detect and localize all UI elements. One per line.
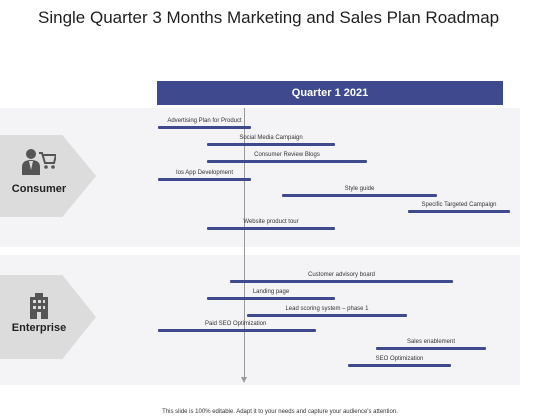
quarter-header: Quarter 1 2021 xyxy=(157,81,503,105)
quarter-label: Quarter 1 2021 xyxy=(291,87,369,99)
task-label: Style guide xyxy=(344,186,375,192)
task-landing-page: Landing page xyxy=(207,286,335,300)
footer-note: This slide is 100% editable. Adapt it to… xyxy=(162,409,398,415)
task-bar xyxy=(207,143,335,146)
task-bar xyxy=(247,314,407,317)
task-label: Ios App Development xyxy=(175,170,234,176)
person-cart-icon xyxy=(22,148,58,181)
task-label: Consumer Review Blogs xyxy=(254,152,320,158)
task-advertising-plan: Advertising Plan for Product xyxy=(158,115,251,129)
task-paid-seo: Paid SEO Optimization xyxy=(158,318,316,332)
page-title: Single Quarter 3 Months Marketing and Sa… xyxy=(38,8,500,27)
timeline-line xyxy=(244,108,245,378)
task-seo-optimization: SEO Optimization xyxy=(348,353,451,367)
task-bar xyxy=(348,364,451,367)
task-social-media: Social Media Campaign xyxy=(207,132,335,146)
timeline-arrow xyxy=(241,377,247,383)
task-lead-scoring: Lead scoring system – phase 1 xyxy=(247,303,407,317)
task-bar xyxy=(376,347,486,350)
task-label: Website product tour xyxy=(243,219,299,225)
task-label: SEO Optimization xyxy=(375,356,424,362)
building-icon xyxy=(28,293,50,324)
task-sales-enablement: Sales enablement xyxy=(376,336,486,350)
task-bar xyxy=(158,329,316,332)
task-bar xyxy=(282,194,437,197)
task-bar xyxy=(158,126,251,129)
task-label: Social Media Campaign xyxy=(239,135,303,141)
task-ios-app: Ios App Development xyxy=(158,167,251,181)
task-style-guide: Style guide xyxy=(282,183,437,197)
task-bar xyxy=(207,160,367,163)
task-label: Landing page xyxy=(252,289,290,295)
task-bar xyxy=(207,297,335,300)
consumer-label: Consumer xyxy=(11,183,67,195)
task-bar xyxy=(408,210,510,213)
enterprise-label: Enterprise xyxy=(11,322,67,334)
task-label: Specific Targeted Campaign xyxy=(421,202,497,208)
task-advisory-board: Customer advisory board xyxy=(230,269,453,283)
task-bar xyxy=(230,280,453,283)
task-label: Customer advisory board xyxy=(307,272,376,278)
task-label: Paid SEO Optimization xyxy=(205,321,267,327)
task-bar xyxy=(207,227,335,230)
task-label: Advertising Plan for Product xyxy=(167,118,242,124)
task-website-tour: Website product tour xyxy=(207,216,335,230)
task-bar xyxy=(158,178,251,181)
task-consumer-review: Consumer Review Blogs xyxy=(207,149,367,163)
task-targeted-campaign: Specific Targeted Campaign xyxy=(408,199,510,213)
task-label: Lead scoring system – phase 1 xyxy=(285,306,369,312)
task-label: Sales enablement xyxy=(406,339,456,345)
